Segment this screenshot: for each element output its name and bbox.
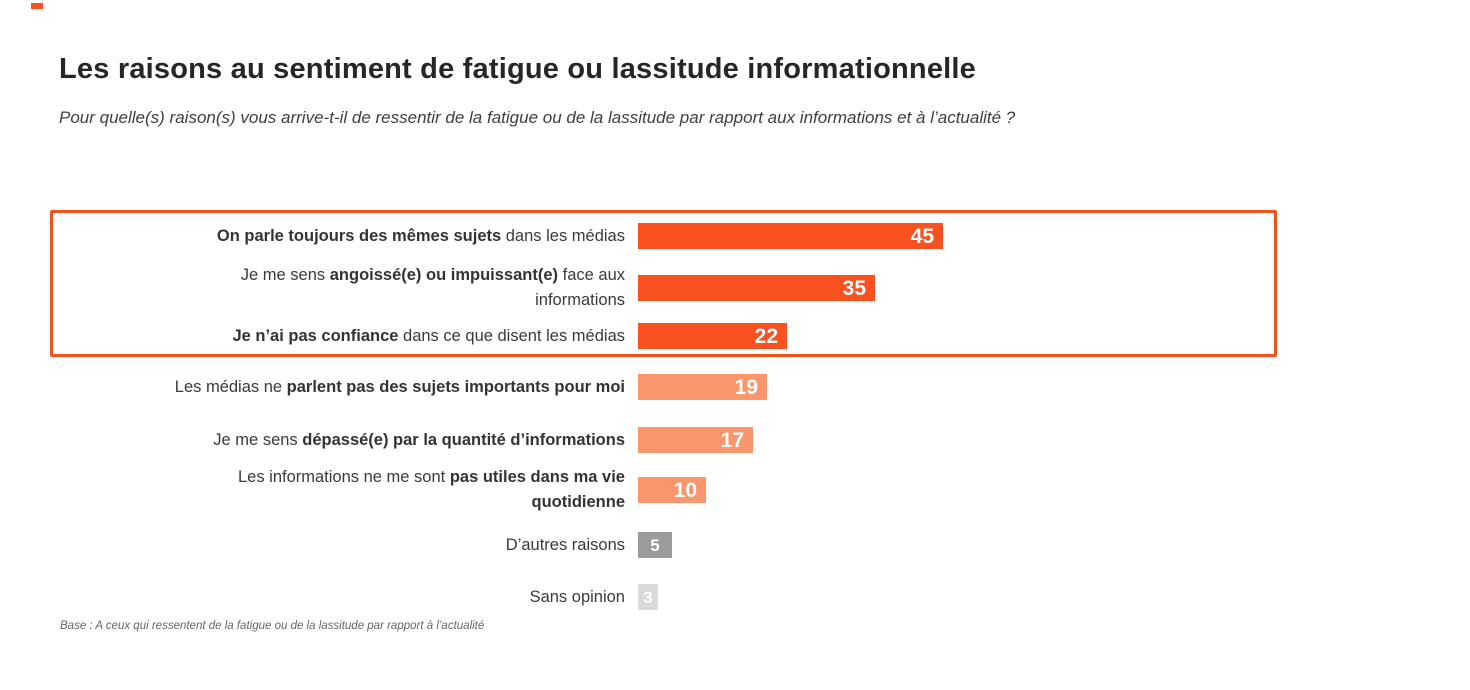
bar: 45 — [638, 223, 943, 249]
bar-label: Les informations ne me sont pas utiles d… — [237, 468, 625, 511]
bar-value: 3 — [643, 587, 653, 607]
bar-value: 5 — [650, 535, 660, 555]
base-note: Base : A ceux qui ressentent de la fatig… — [60, 620, 485, 632]
bar-value: 35 — [842, 276, 866, 300]
bar-label: On parle toujours des mêmes sujets dans … — [216, 226, 625, 245]
bar: 5 — [638, 532, 672, 558]
survey-question: Pour quelle(s) raison(s) vous arrive-t-i… — [59, 108, 1016, 127]
slide-accent-mark — [31, 3, 43, 9]
bar-value: 10 — [673, 478, 697, 502]
bar: 22 — [638, 323, 787, 349]
bar-row: Je me sens angoissé(e) ou impuissant(e) … — [60, 263, 1410, 313]
bar-row: Les informations ne me sont pas utiles d… — [60, 465, 1410, 515]
bar-value: 22 — [754, 324, 778, 348]
bar-value: 17 — [720, 428, 744, 452]
bar-label: Sans opinion — [529, 587, 625, 606]
bar-label: Je n’ai pas confiance dans ce que disent… — [232, 326, 625, 345]
highlight-box — [50, 210, 1277, 357]
page-title: Les raisons au sentiment de fatigue ou l… — [59, 53, 977, 86]
bar-row: D’autres raisons 5 — [60, 532, 1410, 558]
bar-label: Je me sens dépassé(e) par la quantité d’… — [213, 430, 625, 449]
bar-row: On parle toujours des mêmes sujets dans … — [60, 223, 1410, 249]
bar-label: D’autres raisons — [505, 535, 625, 554]
bar: 3 — [638, 584, 658, 610]
bar-row: Je me sens dépassé(e) par la quantité d’… — [60, 427, 1410, 453]
bar: 10 — [638, 477, 706, 503]
bar-row: Sans opinion 3 — [60, 584, 1410, 610]
bar-label: Les médias ne parlent pas des sujets imp… — [174, 377, 625, 396]
bar: 35 — [638, 275, 875, 301]
bar-label: Je me sens angoissé(e) ou impuissant(e) … — [240, 266, 625, 309]
bar-value: 19 — [734, 375, 758, 399]
bar-row: Je n’ai pas confiance dans ce que disent… — [60, 323, 1410, 349]
bar: 19 — [638, 374, 767, 400]
bar: 17 — [638, 427, 753, 453]
bar-row: Les médias ne parlent pas des sujets imp… — [60, 374, 1410, 400]
bar-value: 45 — [910, 224, 934, 248]
